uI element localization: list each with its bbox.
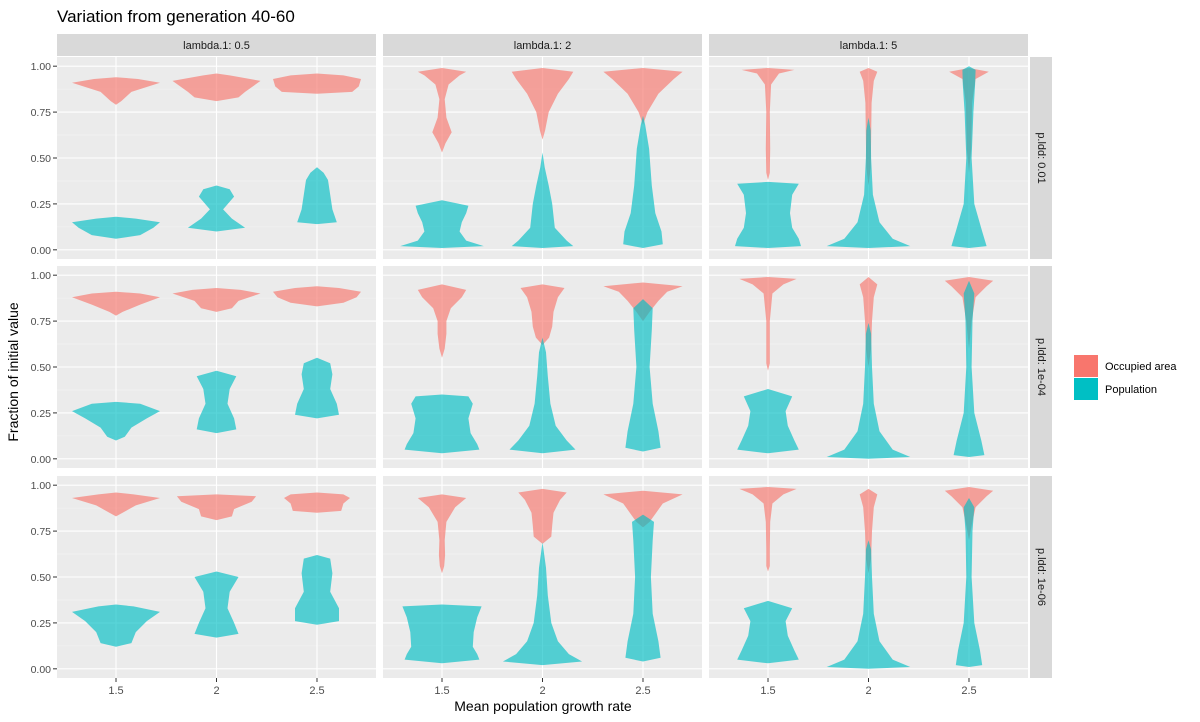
chart-title: Variation from generation 40-60 (57, 7, 295, 26)
y-tick-label: 0.25 (31, 618, 52, 630)
facet-strip-col (383, 34, 702, 56)
violin-population (737, 600, 799, 664)
violin-occupied (520, 284, 565, 345)
violin-population (625, 299, 661, 452)
y-tick-label: 0.25 (31, 199, 52, 211)
facet-strip-row (1030, 266, 1052, 468)
y-tick-label: 0.25 (31, 408, 52, 420)
violin-population (826, 540, 911, 669)
violin-population (735, 181, 801, 248)
facet-label-row: p.ldd: 0.01 (1035, 132, 1047, 183)
violin-population (625, 514, 661, 662)
violin-occupied (417, 284, 467, 358)
violin-population (72, 604, 160, 647)
violin-population (72, 216, 160, 239)
y-tick-label: 0.75 (31, 526, 52, 538)
violin-population (826, 117, 911, 248)
x-axis-label: Mean population growth rate (454, 698, 632, 714)
violin-population (953, 280, 985, 457)
violin-population (196, 370, 237, 434)
facet-strip-row (1030, 476, 1052, 678)
facet-panels: lambda.1: 0.5 lambda.1: 2 lambda.1: 5 p.ldd… (31, 34, 1052, 697)
violin-occupied (72, 77, 160, 105)
legend-swatch-population (1074, 378, 1098, 400)
violin-population (623, 115, 663, 248)
violin-population (509, 337, 576, 454)
violin-occupied (603, 490, 683, 528)
y-tick-label: 0.50 (31, 153, 52, 165)
facet-strip-col (57, 34, 376, 56)
y-tick-label: 1.00 (31, 480, 52, 492)
x-tick-label: 1.5 (108, 685, 123, 697)
violin-occupied (739, 277, 797, 371)
violin-occupied (739, 487, 797, 572)
violin-population (737, 389, 799, 454)
violin-occupied (176, 494, 257, 521)
facet-label-col: lambda.1: 2 (514, 40, 571, 52)
violin-occupied (859, 488, 878, 574)
violin-occupied (72, 492, 160, 517)
legend-label-population: Population (1105, 384, 1157, 396)
violin-occupied (417, 68, 467, 153)
x-tick-label: 2 (539, 685, 545, 697)
y-tick-label: 0.00 (31, 245, 52, 257)
violin-population (295, 555, 339, 625)
violin-population (502, 542, 583, 666)
y-tick-label: 0.50 (31, 362, 52, 374)
violin-occupied (511, 68, 574, 140)
violin-population (72, 401, 160, 441)
violin-population (404, 394, 480, 454)
violin-population (826, 322, 911, 459)
x-tick-label: 2.5 (635, 685, 650, 697)
x-tick-label: 2 (213, 685, 219, 697)
violin-occupied (273, 73, 361, 94)
x-tick-label: 2.5 (961, 685, 976, 697)
legend-swatch-occupied (1074, 355, 1098, 377)
violin-occupied (417, 494, 467, 574)
x-tick-label: 2 (865, 685, 871, 697)
facet-label-col: lambda.1: 5 (840, 40, 897, 52)
violin-occupied (172, 288, 261, 312)
violin-occupied (859, 277, 878, 367)
violin-population (295, 357, 339, 419)
violin-population (400, 200, 484, 248)
violin-population (511, 152, 574, 248)
violin-occupied (603, 68, 683, 125)
y-tick-label: 0.00 (31, 454, 52, 466)
legend: Occupied area Population (1074, 355, 1177, 400)
y-tick-label: 0.50 (31, 572, 52, 584)
y-tick-label: 0.75 (31, 316, 52, 328)
facet-label-row: p.ldd: 1e-06 (1035, 548, 1047, 606)
violin-population (955, 498, 983, 667)
violin-population (402, 604, 482, 664)
facet-strip-row (1030, 57, 1052, 259)
x-tick-label: 1.5 (434, 685, 449, 697)
violin-population (951, 66, 987, 248)
x-tick-label: 2.5 (309, 685, 324, 697)
facet-strip-col (709, 34, 1028, 56)
violin-population (187, 185, 246, 232)
y-tick-label: 1.00 (31, 270, 52, 282)
y-tick-label: 1.00 (31, 61, 52, 73)
violin-occupied (284, 492, 350, 513)
x-tick-label: 1.5 (760, 685, 775, 697)
violin-occupied (518, 488, 567, 544)
violin-occupied (72, 291, 160, 316)
violin-occupied (741, 68, 795, 180)
legend-label-occupied: Occupied area (1105, 361, 1177, 373)
violin-population (297, 167, 337, 225)
y-tick-label: 0.75 (31, 107, 52, 119)
facet-label-col: lambda.1: 0.5 (183, 40, 250, 52)
violin-occupied (273, 286, 361, 307)
violin-occupied (172, 73, 261, 102)
y-tick-label: 0.00 (31, 664, 52, 676)
y-axis-label: Fraction of initial value (5, 302, 21, 442)
violin-population (194, 571, 239, 638)
facet-label-row: p.ldd: 1e-04 (1035, 338, 1047, 396)
